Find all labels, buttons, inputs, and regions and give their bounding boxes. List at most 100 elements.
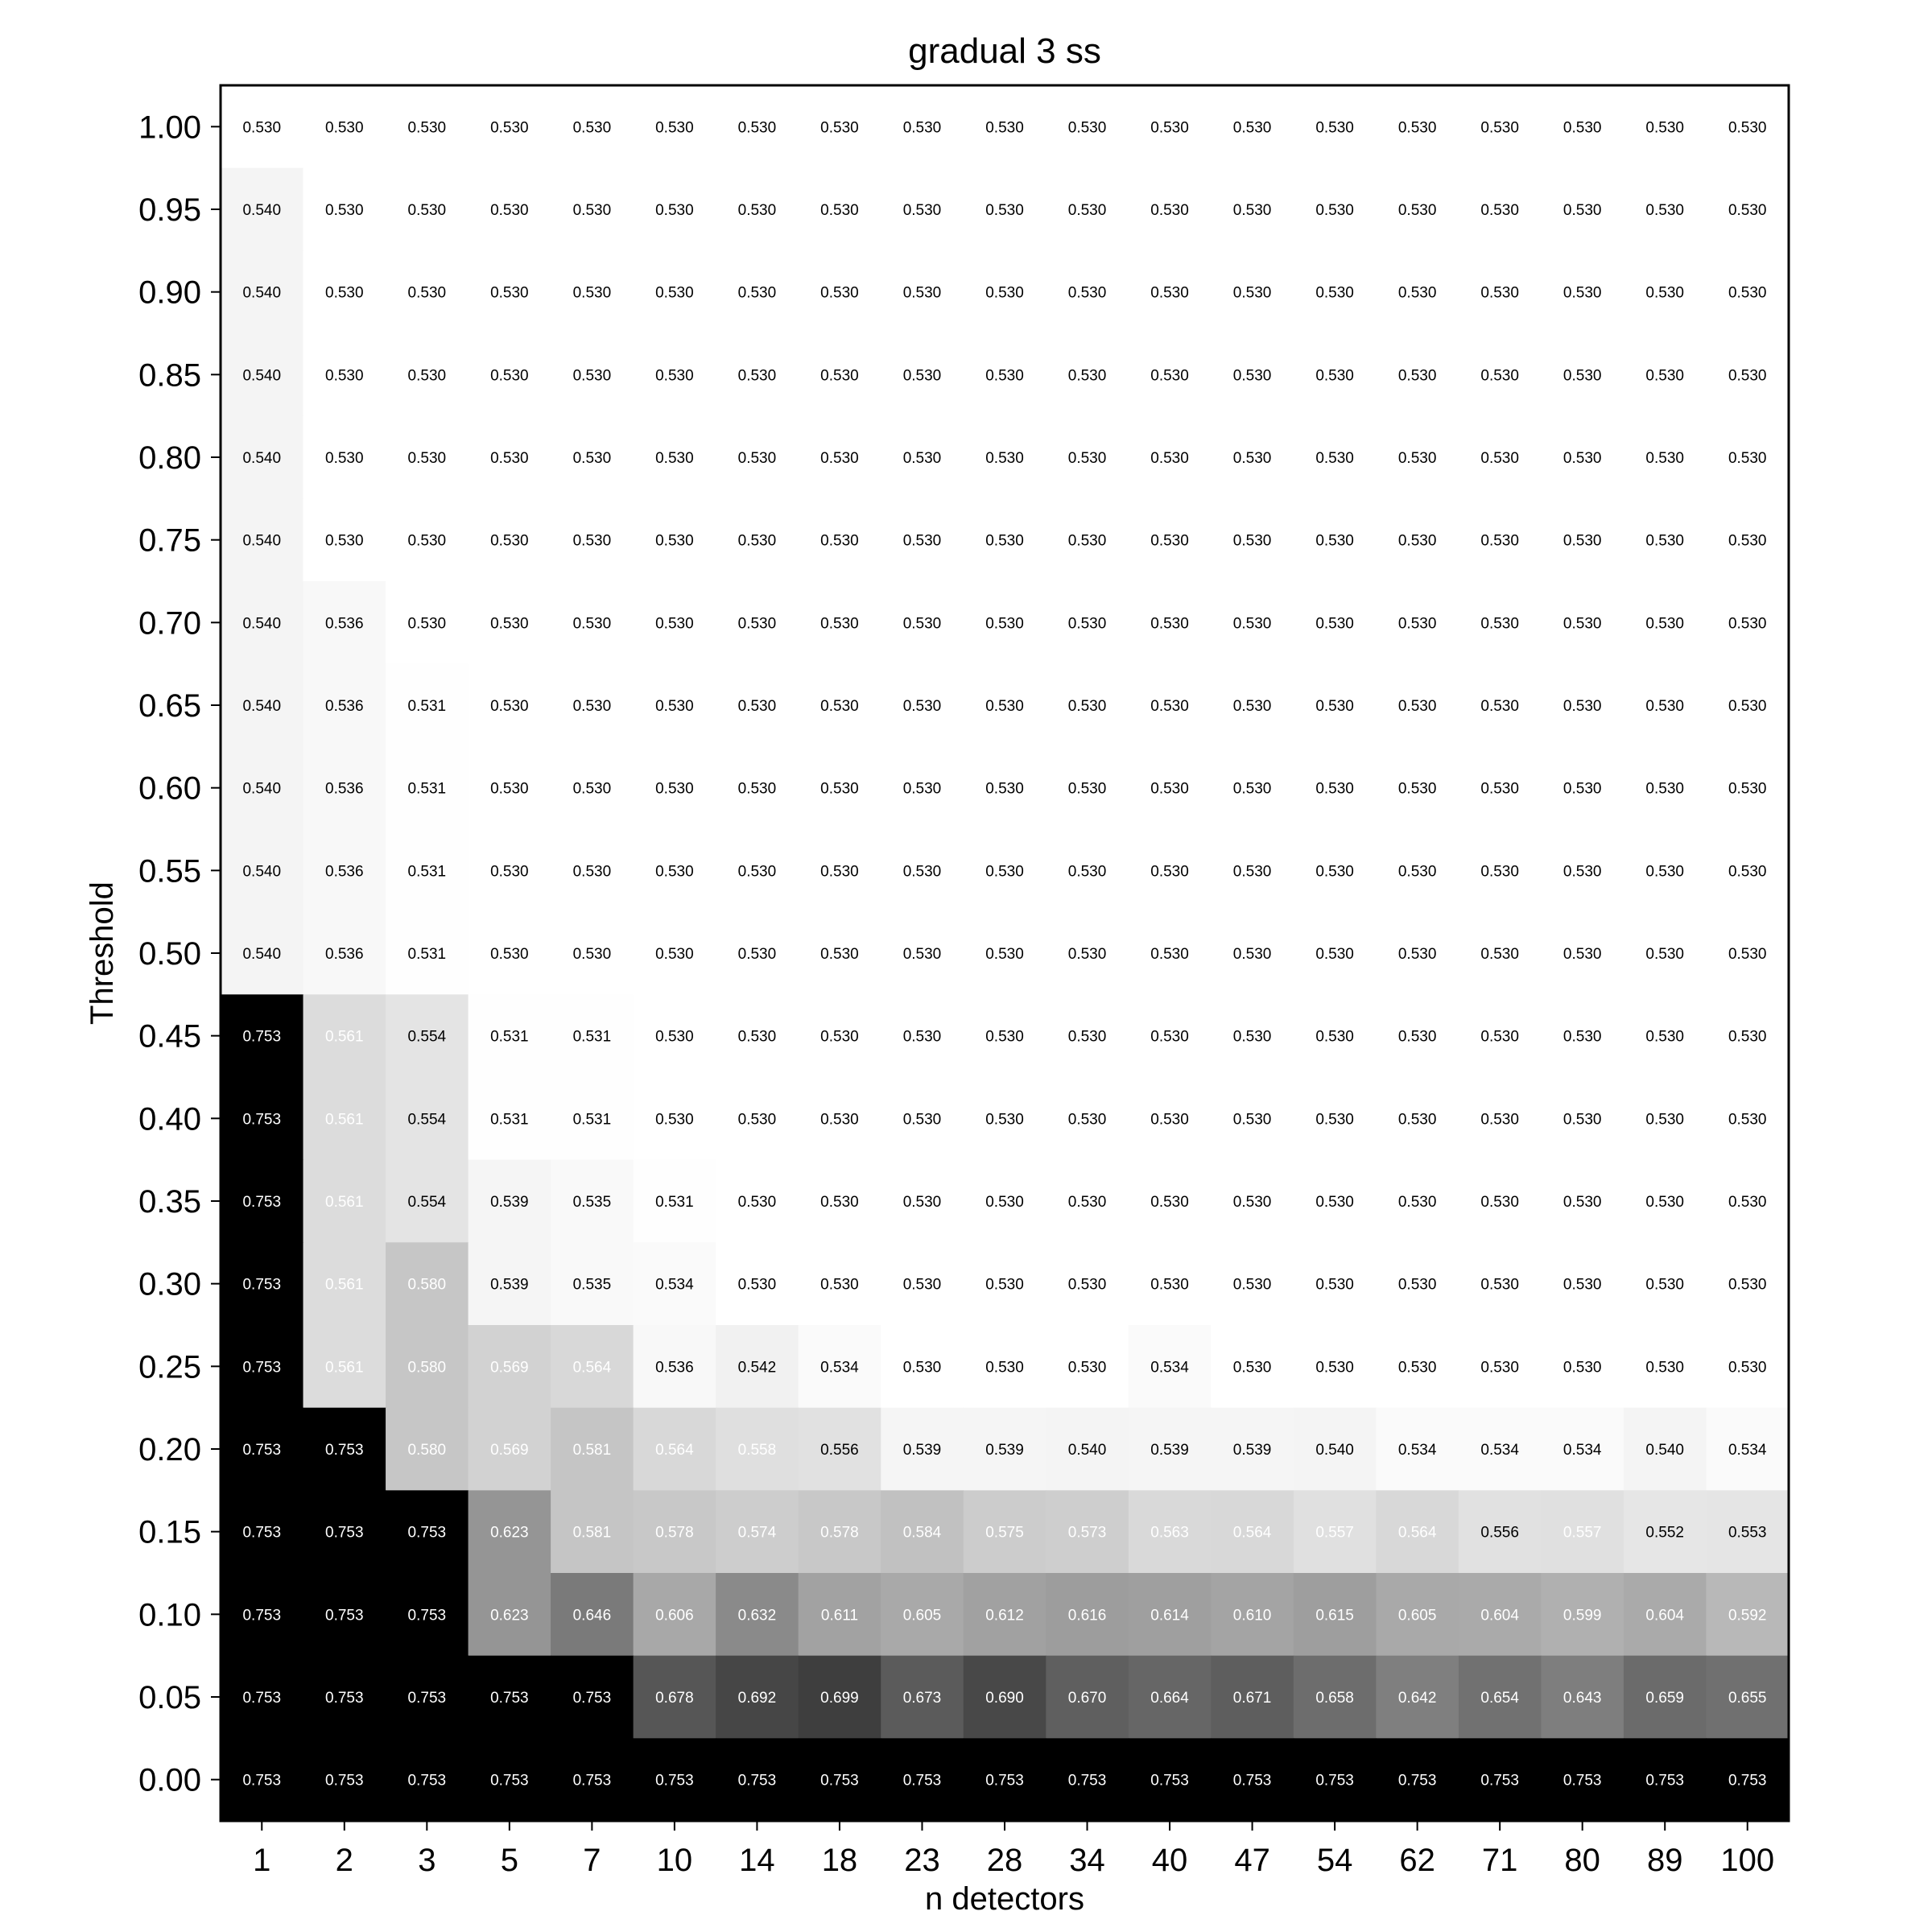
heatmap-cell: [798, 1738, 881, 1822]
heatmap-cell: [716, 746, 799, 830]
heatmap-cell: [1541, 1242, 1624, 1326]
heatmap-cell-label: 0.540: [242, 202, 281, 219]
heatmap-cell-label: 0.530: [903, 863, 942, 880]
heatmap-cell: [1706, 1159, 1790, 1243]
heatmap-cell: [1623, 829, 1707, 913]
heatmap-cell-label: 0.573: [1068, 1525, 1107, 1542]
heatmap-cell: [1376, 498, 1459, 582]
heatmap-cell: [551, 85, 634, 169]
heatmap-cell: [1046, 1573, 1129, 1657]
heatmap-cell: [1541, 994, 1624, 1078]
heatmap-cell-label: 0.530: [490, 202, 529, 219]
heatmap-cell-label: 0.530: [1150, 202, 1189, 219]
heatmap-cell: [221, 1077, 304, 1161]
heatmap-cell: [551, 415, 634, 499]
x-axis-ticks: 1 2 3 5 7 10 14 18 23 28 34 40 47 54 62 71 80 89 100: [253, 1821, 1774, 1878]
heatmap-cell: [1376, 1490, 1459, 1574]
heatmap-cell: [303, 1573, 386, 1657]
heatmap-cell-label: 0.592: [1728, 1607, 1767, 1624]
heatmap-cell-label: 0.530: [1728, 1359, 1767, 1376]
heatmap-cell-label: 0.530: [1728, 1277, 1767, 1294]
heatmap-cell: [798, 1242, 881, 1326]
heatmap-cell: [1458, 911, 1542, 995]
heatmap-cell-label: 0.530: [738, 450, 777, 467]
y-tick-label: 0.05: [138, 1680, 201, 1715]
heatmap-cell-label: 0.530: [985, 781, 1024, 798]
heatmap-cell-label: 0.658: [1315, 1690, 1354, 1707]
heatmap-cell-label: 0.530: [573, 285, 612, 302]
heatmap-cell: [1211, 1159, 1294, 1243]
heatmap-cell-label: 0.530: [1068, 1359, 1107, 1376]
heatmap-cell: [551, 1159, 634, 1243]
heatmap-cell: [1046, 333, 1129, 417]
heatmap-cell-label: 0.530: [1150, 1111, 1189, 1128]
heatmap-cell: [1623, 746, 1707, 830]
y-tick-label: 0.60: [138, 771, 201, 807]
heatmap-cell: [468, 167, 551, 251]
heatmap-cell: [881, 581, 964, 665]
heatmap-cell: [468, 1738, 551, 1822]
heatmap-cell: [1541, 167, 1624, 251]
heatmap-cell: [1293, 581, 1377, 665]
heatmap-cell-label: 0.530: [738, 1277, 777, 1294]
heatmap-cell-label: 0.540: [242, 533, 281, 550]
heatmap-cell: [963, 1159, 1046, 1243]
heatmap-cell: [1623, 1490, 1707, 1574]
heatmap-cell-label: 0.530: [1480, 1277, 1519, 1294]
heatmap-cell: [468, 1573, 551, 1657]
heatmap-cell: [303, 994, 386, 1078]
y-axis-label: Threshold: [85, 881, 120, 1025]
heatmap-cell: [1458, 1242, 1542, 1326]
heatmap-cell-label: 0.531: [408, 863, 447, 880]
heatmap-cell-label: 0.530: [1563, 119, 1602, 136]
heatmap-cell: [1541, 829, 1624, 913]
heatmap-cell: [1293, 994, 1377, 1078]
heatmap-cell-label: 0.530: [1480, 450, 1519, 467]
heatmap-cell: [716, 1655, 799, 1739]
heatmap-cell-label: 0.530: [985, 1277, 1024, 1294]
x-tick-label: 34: [1069, 1843, 1105, 1878]
heatmap-cell-label: 0.753: [1728, 1773, 1767, 1790]
heatmap-cell-label: 0.530: [1563, 450, 1602, 467]
heatmap-cell: [716, 1325, 799, 1409]
heatmap-cell-label: 0.530: [1480, 285, 1519, 302]
heatmap-cell-label: 0.552: [1645, 1525, 1684, 1542]
heatmap-cell-label: 0.540: [242, 946, 281, 963]
heatmap-cell: [1706, 1407, 1790, 1491]
heatmap-cell-label: 0.530: [1398, 450, 1437, 467]
heatmap-cell-label: 0.605: [1398, 1607, 1437, 1624]
heatmap-cell-label: 0.530: [820, 119, 859, 136]
heatmap-cell: [468, 746, 551, 830]
x-tick-label: 23: [904, 1843, 940, 1878]
heatmap-cell-label: 0.753: [1150, 1773, 1189, 1790]
heatmap-cell-label: 0.530: [1563, 863, 1602, 880]
heatmap-cell: [1046, 85, 1129, 169]
heatmap-cell-label: 0.605: [903, 1607, 942, 1624]
heatmap-cell-label: 0.564: [1398, 1525, 1437, 1542]
heatmap-cell-label: 0.530: [1728, 367, 1767, 384]
heatmap-cell: [221, 1407, 304, 1491]
heatmap-cell: [303, 1325, 386, 1409]
heatmap-cell-label: 0.530: [1563, 1111, 1602, 1128]
heatmap-cell: [303, 85, 386, 169]
heatmap-cell-label: 0.530: [985, 450, 1024, 467]
x-tick-label: 80: [1564, 1843, 1600, 1878]
heatmap-cell: [1458, 1573, 1542, 1657]
heatmap-cell-label: 0.530: [1233, 533, 1272, 550]
heatmap-cell-label: 0.530: [1480, 119, 1519, 136]
heatmap-cell-label: 0.530: [325, 450, 364, 467]
heatmap-cell-label: 0.753: [242, 1194, 281, 1211]
heatmap-cell-label: 0.753: [242, 1029, 281, 1046]
heatmap-cell: [386, 1159, 469, 1243]
heatmap-cell-label: 0.530: [573, 946, 612, 963]
heatmap-cell-label: 0.530: [1315, 615, 1354, 632]
heatmap-cell-label: 0.531: [573, 1111, 612, 1128]
heatmap-cell-label: 0.530: [490, 615, 529, 632]
heatmap-cell: [1376, 746, 1459, 830]
heatmap-cell: [881, 1242, 964, 1326]
heatmap-cell-label: 0.530: [903, 1277, 942, 1294]
heatmap-cell: [1376, 167, 1459, 251]
heatmap-cell-label: 0.753: [408, 1607, 447, 1624]
heatmap-cell-label: 0.530: [490, 119, 529, 136]
heatmap-cell-label: 0.530: [1315, 946, 1354, 963]
